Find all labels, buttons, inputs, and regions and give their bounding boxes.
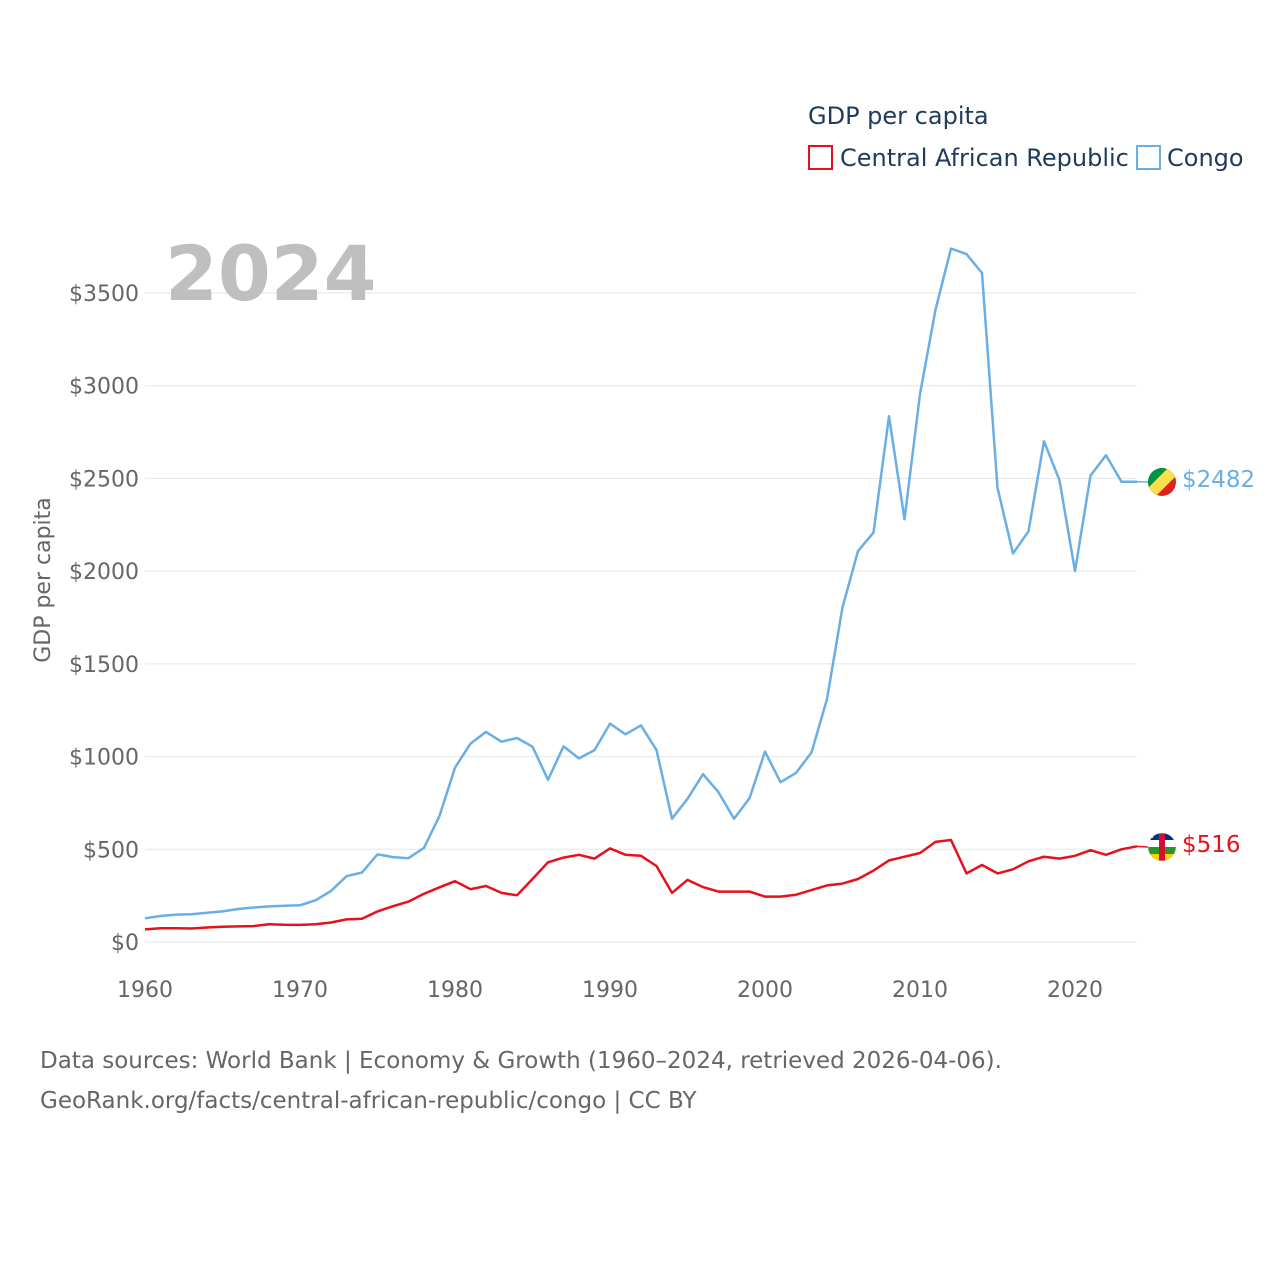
y-tick-label: $2000 bbox=[69, 560, 139, 585]
y-grid bbox=[145, 292, 1137, 943]
x-tick-label: 1980 bbox=[427, 978, 483, 1003]
legend-item-congo[interactable]: Congo bbox=[1136, 144, 1244, 172]
end-connector-car bbox=[1136, 845, 1149, 848]
y-tick-label: $0 bbox=[111, 931, 139, 956]
source-line-2[interactable]: GeoRank.org/facts/central-african-republ… bbox=[40, 1088, 698, 1114]
y-axis-label: GDP per capita bbox=[31, 497, 56, 663]
x-tick-label: 1960 bbox=[117, 978, 173, 1003]
y-tick-label: $500 bbox=[83, 838, 139, 863]
source-line-1: Data sources: World Bank | Economy & Gro… bbox=[40, 1048, 1002, 1074]
x-tick-label: 1990 bbox=[582, 978, 638, 1003]
x-tick-label: 1970 bbox=[272, 978, 328, 1003]
end-label-car: $516 bbox=[1182, 832, 1241, 858]
series-line-car bbox=[144, 838, 1138, 931]
legend-swatch-congo bbox=[1136, 145, 1161, 170]
legend-item-car[interactable]: Central African Republic bbox=[808, 144, 1129, 172]
y-tick-label: $2500 bbox=[69, 467, 139, 492]
y-tick-label: $3000 bbox=[69, 375, 139, 400]
x-tick-label: 2000 bbox=[737, 978, 793, 1003]
y-tick-labels: $0 $500 $1000 $1500 $2000 $2500 $3000 $3500 bbox=[69, 282, 139, 956]
y-tick-label: $1500 bbox=[69, 653, 139, 678]
year-label: 2024 bbox=[165, 229, 377, 318]
congo-flag-icon bbox=[1148, 468, 1176, 496]
x-tick-label: 2020 bbox=[1047, 978, 1103, 1003]
legend-label-car: Central African Republic bbox=[840, 144, 1129, 172]
legend-title: GDP per capita bbox=[808, 102, 989, 130]
series-line-congo bbox=[144, 247, 1137, 920]
end-label-congo: $2482 bbox=[1182, 467, 1255, 493]
legend-label-congo: Congo bbox=[1167, 144, 1244, 172]
x-tick-label: 2010 bbox=[892, 978, 948, 1003]
y-tick-label: $1000 bbox=[69, 746, 139, 771]
legend-swatch-car bbox=[808, 145, 833, 170]
y-tick-label: $3500 bbox=[69, 282, 139, 307]
x-tick-labels: 1960 1970 1980 1990 2000 2010 2020 bbox=[117, 978, 1103, 1003]
car-flag-icon bbox=[1147, 832, 1177, 862]
